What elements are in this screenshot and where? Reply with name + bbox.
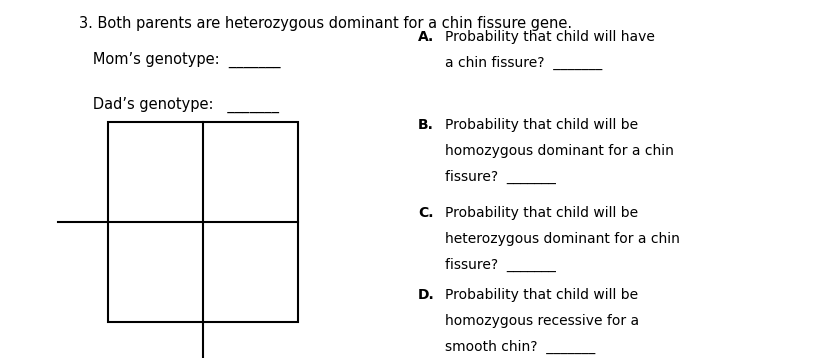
Text: Mom’s genotype:  _______: Mom’s genotype: _______ [79, 52, 280, 68]
Bar [108, 122, 298, 322]
Text: heterozygous dominant for a chin: heterozygous dominant for a chin [445, 232, 680, 246]
Text: Probability that child will be: Probability that child will be [445, 118, 638, 132]
Text: fissure?  _______: fissure? _______ [445, 257, 556, 271]
Text: C.: C. [418, 206, 433, 220]
Text: fissure?  _______: fissure? _______ [445, 170, 556, 184]
Text: homozygous recessive for a: homozygous recessive for a [445, 314, 638, 328]
Text: Probability that child will be: Probability that child will be [445, 288, 638, 302]
Text: B.: B. [418, 118, 433, 132]
Text: A.: A. [418, 30, 434, 44]
Text: 3. Both parents are heterozygous dominant for a chin fissure gene.: 3. Both parents are heterozygous dominan… [79, 16, 571, 31]
Text: homozygous dominant for a chin: homozygous dominant for a chin [445, 144, 673, 158]
Text: Probability that child will have: Probability that child will have [445, 30, 654, 44]
Text: smooth chin?  _______: smooth chin? _______ [445, 340, 595, 354]
Text: a chin fissure?  _______: a chin fissure? _______ [445, 56, 602, 70]
Text: Probability that child will be: Probability that child will be [445, 206, 638, 220]
Text: D.: D. [418, 288, 434, 302]
Text: Dad’s genotype:   _______: Dad’s genotype: _______ [79, 97, 279, 113]
